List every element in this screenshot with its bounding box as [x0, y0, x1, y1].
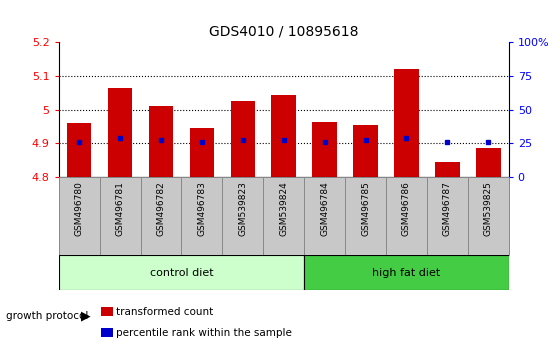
- Bar: [353, 125, 378, 177]
- Bar: [59, 255, 304, 290]
- Bar: [108, 88, 132, 177]
- Bar: [59, 177, 100, 255]
- Bar: [312, 121, 337, 177]
- Text: high fat diet: high fat diet: [372, 268, 440, 278]
- Bar: [427, 177, 468, 255]
- Bar: [263, 177, 304, 255]
- Text: GSM496787: GSM496787: [443, 181, 452, 236]
- Bar: [100, 177, 140, 255]
- Bar: [67, 123, 92, 177]
- Text: GSM496781: GSM496781: [116, 181, 125, 236]
- Bar: [140, 177, 182, 255]
- Text: growth protocol: growth protocol: [6, 311, 88, 321]
- Text: percentile rank within the sample: percentile rank within the sample: [116, 328, 292, 338]
- Title: GDS4010 / 10895618: GDS4010 / 10895618: [209, 24, 358, 39]
- Text: GSM496782: GSM496782: [157, 181, 165, 236]
- Text: GSM539825: GSM539825: [484, 181, 492, 236]
- Bar: [230, 101, 255, 177]
- Bar: [182, 177, 222, 255]
- Text: GSM496784: GSM496784: [320, 181, 329, 236]
- Bar: [304, 255, 509, 290]
- Bar: [468, 177, 509, 255]
- Bar: [272, 95, 296, 177]
- Bar: [476, 148, 500, 177]
- Bar: [190, 128, 214, 177]
- Bar: [345, 177, 386, 255]
- Bar: [435, 162, 459, 177]
- Text: ▶: ▶: [81, 309, 91, 322]
- Bar: [394, 69, 419, 177]
- Text: transformed count: transformed count: [116, 307, 213, 316]
- Text: control diet: control diet: [150, 268, 213, 278]
- Bar: [222, 177, 263, 255]
- Text: GSM539824: GSM539824: [279, 181, 288, 236]
- Text: GSM496786: GSM496786: [402, 181, 411, 236]
- Bar: [386, 177, 427, 255]
- Text: GSM496785: GSM496785: [361, 181, 370, 236]
- Text: GSM496783: GSM496783: [197, 181, 206, 236]
- Text: GSM496780: GSM496780: [75, 181, 84, 236]
- Bar: [304, 177, 345, 255]
- Bar: [149, 107, 173, 177]
- Text: GSM539823: GSM539823: [238, 181, 247, 236]
